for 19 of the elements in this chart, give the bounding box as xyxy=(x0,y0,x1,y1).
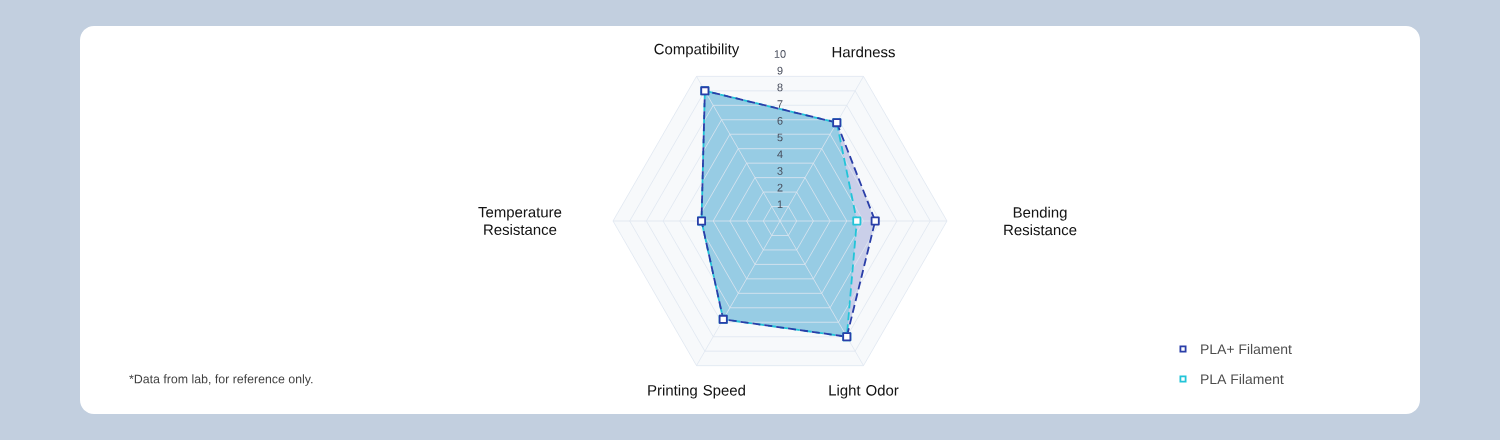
legend-label: PLA+ Filament xyxy=(1201,343,1292,355)
y-tick-label: 10 xyxy=(774,50,786,58)
text: *Data from lab, for reference only. xyxy=(129,374,313,386)
y-tick-label: 6 xyxy=(777,116,783,125)
y-tick-label: 2 xyxy=(777,183,783,192)
y-tick-label: 5 xyxy=(777,133,783,142)
y-tick-label: 7 xyxy=(777,100,783,108)
spoke-label: Printing Speed xyxy=(648,384,745,399)
spoke-label: Compatibility xyxy=(654,43,740,58)
y-tick-label: 8 xyxy=(777,83,783,92)
y-tick-label: 1 xyxy=(777,200,783,209)
spoke-label: Temperature Resistance xyxy=(478,207,562,235)
legend-label: PLA Filament xyxy=(1201,373,1284,385)
spoke-label: Bending Resistance xyxy=(1004,206,1077,236)
y-tick-label: 3 xyxy=(777,167,783,175)
spoke-label: Hardness xyxy=(832,46,895,58)
y-tick-label: 9 xyxy=(777,66,783,75)
spoke-label: Light Odor xyxy=(829,384,899,399)
y-tick-label: 4 xyxy=(777,150,783,158)
